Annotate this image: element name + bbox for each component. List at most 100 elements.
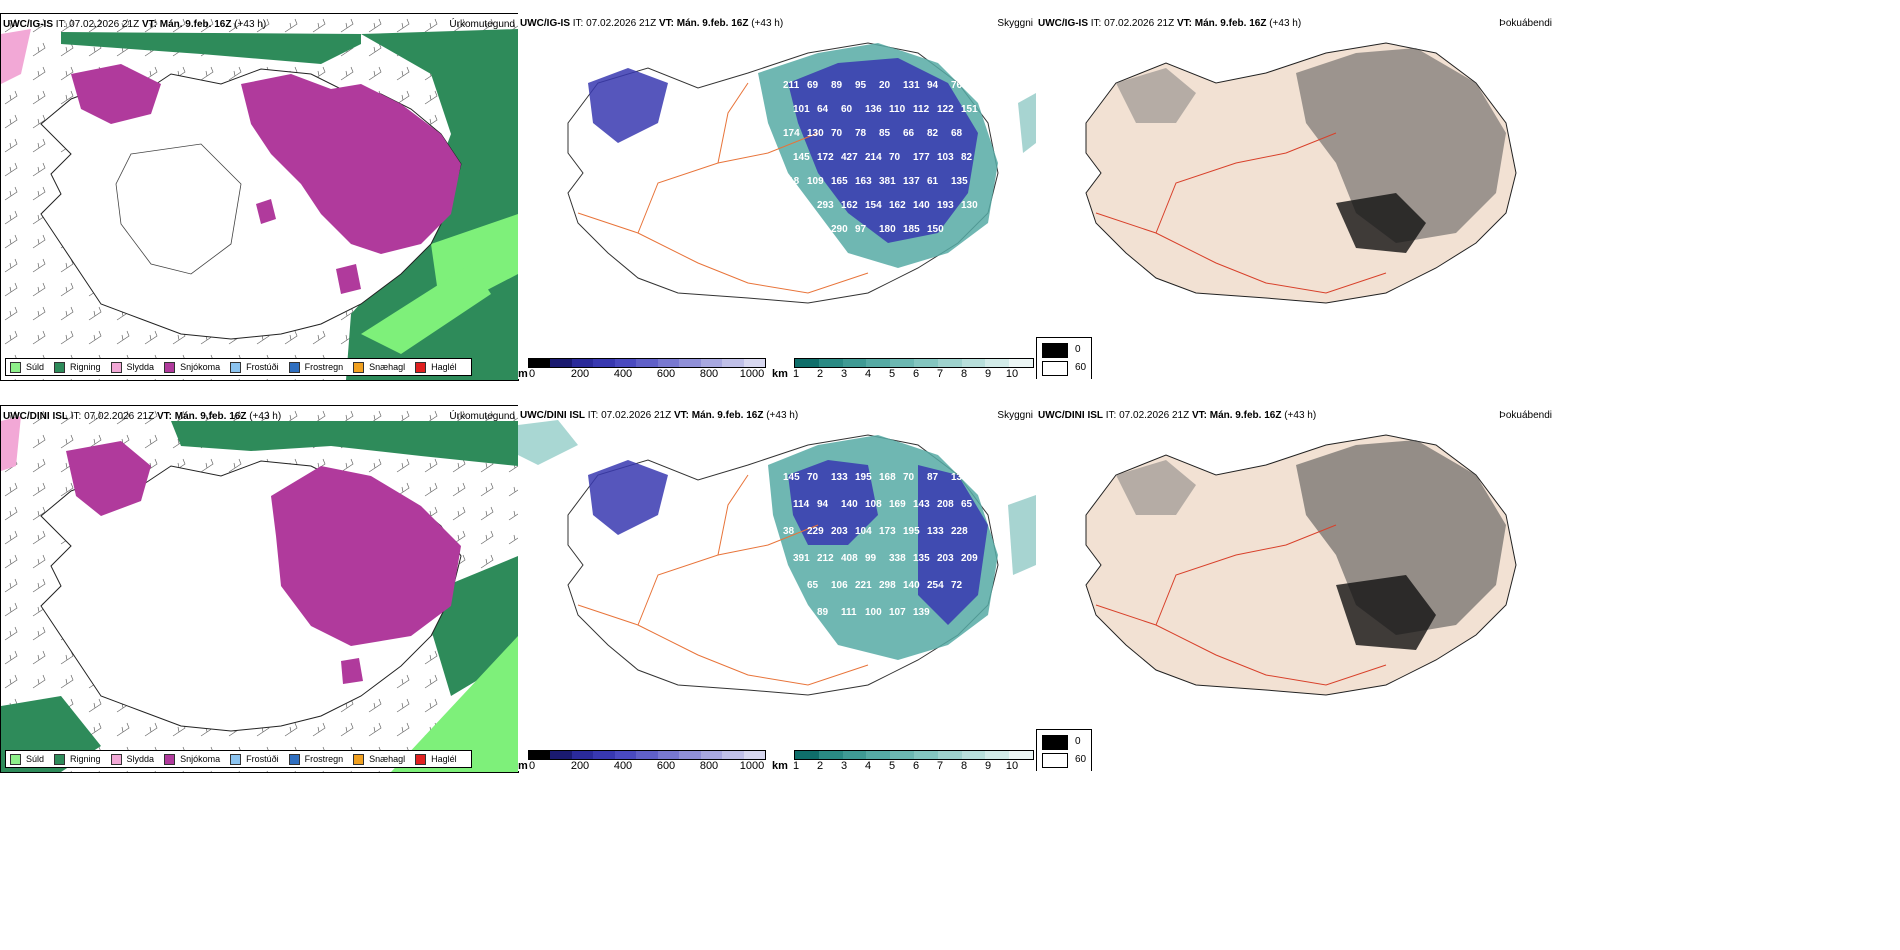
cloud-base-value: 390	[807, 224, 824, 235]
legend-swatch	[230, 361, 242, 373]
cloud-map-bottom: 145 70 133 195 168 70 87 131 114 94 140 108 169 143 20…	[518, 420, 1036, 696]
fog-area-westfjords	[1116, 460, 1196, 515]
cloud-scale-tick: 1000	[739, 760, 765, 771]
precip-title-bottom: Úrkomutegund	[449, 411, 515, 422]
legend-item: Snæhagl	[353, 361, 405, 373]
road-network	[577, 82, 869, 294]
cloud-base-value: 107	[889, 607, 906, 618]
fog-key-bottom: 0 60	[1036, 729, 1092, 771]
cloud-base-value: 82	[927, 128, 939, 139]
cloud-base-value: 78	[855, 128, 867, 139]
fog-key-swatch-high	[1042, 343, 1068, 358]
vis-scale-tick: 1	[792, 760, 800, 771]
cloud-base-labels: 211 69 89 95 20 131 94 76 101 64 60 136 110 112 122 151…	[783, 80, 978, 235]
cloud-base-value: 163	[855, 176, 872, 187]
vis-scale-bar	[794, 750, 1034, 760]
cloud-base-value: 165	[831, 176, 848, 187]
cloud-base-value: 70	[889, 152, 901, 163]
header-bottom-precip: UWC/DINI ISL IT: 07.02.2026 21Z VT: Mán.…	[3, 411, 282, 422]
fog-panel-top: UWC/IG-IS IT: 07.02.2026 21Z VT: Mán. 9.…	[1036, 13, 1555, 379]
cloud-base-value: 203	[937, 553, 954, 564]
cloud-base-value: 136	[865, 104, 882, 115]
legend-swatch	[353, 361, 365, 373]
cloud-panel-top: 211 69 89 95 20 131 94 76 101 64 60 136 110 112 122 151…	[518, 13, 1036, 379]
vis-scale-bottom: km 1 2 3 4 5 6 7 8 9 10	[772, 750, 1036, 771]
vis-scale-tick: 3	[840, 368, 848, 379]
cloud-base-value: 89	[831, 80, 843, 91]
legend-swatch	[415, 753, 427, 765]
cloud-base-value: 104	[855, 526, 872, 537]
snow-area-northeast	[271, 466, 461, 646]
cloud-base-value: 68	[951, 128, 963, 139]
precip-panel-top: UWC/IG-IS IT: 07.02.2026 21Z VT: Mán. 9.…	[0, 13, 519, 381]
cloud-base-value: 195	[855, 472, 872, 483]
cloud-scale-top: m 0 200 400 600 800 1000	[518, 358, 768, 379]
cloud-base-value: 154	[865, 200, 882, 211]
legend-item: Rigning	[54, 753, 101, 765]
cloud-base-value: 89	[817, 607, 829, 618]
vis-scale-tick: 5	[888, 760, 896, 771]
cloud-base-value: 185	[903, 224, 920, 235]
cloud-base-value: 130	[961, 200, 978, 211]
cloud-base-value: 122	[937, 104, 954, 115]
legend-swatch	[353, 753, 365, 765]
fog-title-bottom: Þokuábendi	[1499, 410, 1552, 421]
cloud-base-value: 60	[841, 104, 853, 115]
cloud-base-value: 64	[817, 104, 829, 115]
cloud-scale-bottom: m 0 200 400 600 800 1000	[518, 750, 768, 771]
fog-title-top: Þokuábendi	[1499, 18, 1552, 29]
precip-legend-top: Súld Rigning Slydda Snjókoma Frostúði Fr…	[5, 358, 472, 376]
cloud-scale-tick: 800	[699, 368, 719, 379]
cloud-scale-tick: 600	[656, 368, 676, 379]
fog-key-label: 0	[1075, 736, 1081, 747]
vis-scale-tick: 6	[912, 368, 920, 379]
vis-scale-tick: 2	[816, 368, 824, 379]
cloud-base-value: 173	[879, 526, 896, 537]
vis-scale-tick: 9	[984, 368, 992, 379]
cloud-base-value: 140	[841, 499, 858, 510]
legend-item: Slydda	[110, 753, 154, 765]
road-network	[1095, 132, 1387, 294]
cloud-base-value: 135	[951, 176, 968, 187]
precip-title-top: Úrkomutegund	[449, 19, 515, 30]
cloud-base-value: 130	[807, 128, 824, 139]
vis-scale-bar	[794, 358, 1034, 368]
legend-swatch	[415, 361, 427, 373]
cloud-base-value: 95	[855, 80, 867, 91]
road-network	[1095, 524, 1387, 686]
cloud-scale-unit: m	[518, 368, 528, 379]
legend-item: Slydda	[110, 361, 154, 373]
fog-area-dense	[1336, 193, 1426, 253]
cloud-base-value: 151	[961, 104, 978, 115]
legend-swatch	[288, 361, 300, 373]
fog-key-swatch-low	[1042, 361, 1068, 376]
cloud-base-value: 391	[793, 553, 810, 564]
cloud-base-value: 229	[807, 526, 824, 537]
visibility-sea-east	[1008, 495, 1036, 575]
cloud-base-value: 298	[879, 580, 896, 591]
visibility-sea	[1018, 93, 1036, 153]
legend-item: Haglél	[415, 753, 457, 765]
cloud-base-value: 106	[831, 580, 848, 591]
legend-item: Frostúði	[230, 753, 279, 765]
vis-scale-unit: km	[772, 368, 788, 379]
legend-swatch	[54, 753, 66, 765]
precip-legend-bottom: Súld Rigning Slydda Snjókoma Frostúði Fr…	[5, 750, 472, 768]
cloud-base-value: 214	[865, 152, 882, 163]
cloud-scale-tick: 400	[613, 368, 633, 379]
cloud-base-value: 135	[913, 553, 930, 564]
sleet-area-west	[1, 416, 21, 471]
cloud-base-value: 162	[841, 200, 858, 211]
precip-map-bottom	[1, 406, 518, 772]
cloud-base-value: 208	[937, 499, 954, 510]
legend-swatch	[110, 361, 122, 373]
vis-scale-tick: 8	[960, 368, 968, 379]
legend-item: Frostregn	[288, 753, 343, 765]
vis-scale-tick: 7	[936, 760, 944, 771]
cloud-base-value: 137	[903, 176, 920, 187]
cloud-base-westfjords	[588, 68, 668, 143]
cloud-base-value: 99	[865, 553, 877, 564]
cloud-map-top: 211 69 89 95 20 131 94 76 101 64 60 136 110 112 122 151…	[567, 42, 1036, 304]
cloud-base-value: 72	[951, 580, 963, 591]
cloud-base-east	[918, 465, 988, 625]
